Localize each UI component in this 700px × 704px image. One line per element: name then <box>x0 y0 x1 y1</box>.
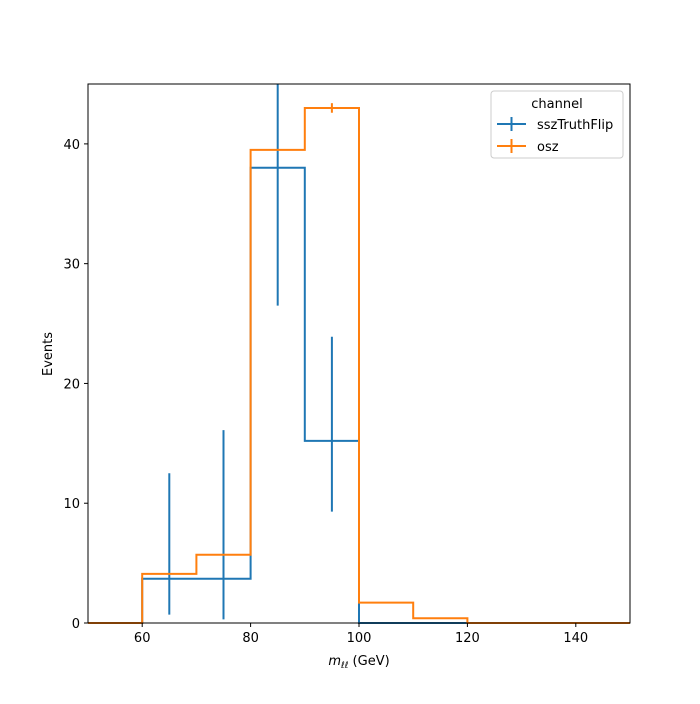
y-tick-label: 40 <box>63 138 80 153</box>
x-axis-title: mℓℓ (GeV) <box>328 654 389 671</box>
y-tick-label: 20 <box>63 377 80 392</box>
x-tick-label: 100 <box>347 631 372 646</box>
x-axis-title-base: m <box>328 654 341 669</box>
x-tick-label: 80 <box>242 631 259 646</box>
y-axis: 0 10 20 30 40 <box>63 138 88 632</box>
x-axis-title-sub: ℓℓ <box>340 661 348 671</box>
y-tick-label: 0 <box>72 617 80 632</box>
legend-title: channel <box>531 97 582 112</box>
legend-entry-sszTruthFlip: sszTruthFlip <box>497 117 613 133</box>
legend-entries: sszTruthFlip osz <box>497 117 613 155</box>
x-axis-title-unit: (GeV) <box>348 654 389 669</box>
y-tick-label: 10 <box>63 497 80 512</box>
x-tick-label: 140 <box>563 631 588 646</box>
series-layer <box>88 84 630 624</box>
legend-entry-osz: osz <box>497 139 559 155</box>
x-tick-label: 120 <box>455 631 480 646</box>
y-tick-label: 30 <box>63 258 80 273</box>
y-axis-title: Events <box>41 332 56 376</box>
legend-label: osz <box>537 140 559 155</box>
legend: channel sszTruthFlip osz <box>490 90 624 159</box>
x-axis: 60 80 100 120 140 <box>134 623 588 646</box>
legend-label: sszTruthFlip <box>537 118 613 133</box>
legend-box <box>490 90 624 159</box>
x-tick-label: 60 <box>134 631 151 646</box>
